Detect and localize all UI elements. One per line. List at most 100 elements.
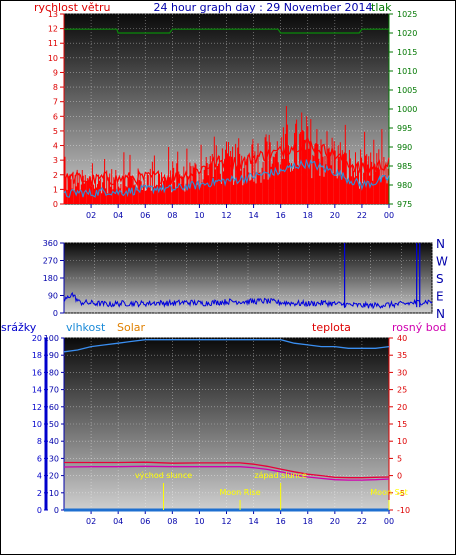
x-tick-label: 20 <box>330 517 340 526</box>
x-tick-label: 16 <box>276 517 286 526</box>
temperature-axis-title: teplota <box>312 321 351 334</box>
y-right-tick-label: 1000 <box>397 105 417 114</box>
temp-tick-label: -10 <box>397 506 410 515</box>
x-tick-label: 22 <box>357 517 367 526</box>
series-wind-direction <box>63 291 433 310</box>
series-dewpoint <box>63 465 390 481</box>
temp-tick-label: 25 <box>397 386 407 395</box>
x-tick-label: 10 <box>194 211 204 220</box>
compass-label: W <box>436 255 448 269</box>
y-tick-label: 360 <box>43 239 58 248</box>
compass-label: S <box>436 272 444 286</box>
rain-tick-label: 2 <box>37 489 42 498</box>
x-tick-label: 22 <box>357 211 367 220</box>
temp-tick-label: -5 <box>397 489 405 498</box>
rain-axis: 0 2 4 6 8 10 12 14 16 18 20 <box>32 334 48 515</box>
dewpoint-axis-title: rosný bod <box>392 321 446 334</box>
x-tick-label: 12 <box>221 211 231 220</box>
rain-tick-label: 0 <box>37 506 42 515</box>
x-tick-label: 02 <box>86 211 96 220</box>
x-tick-label: 02 <box>86 517 96 526</box>
y-tick-label: 270 <box>43 257 58 266</box>
y-right-tick-label: 1015 <box>397 48 417 57</box>
wind-gust-line <box>63 137 390 186</box>
temperature-axis: -10 -5 0 5 10 15 20 25 30 35 40 <box>388 334 410 515</box>
x-tick-label: 04 <box>113 517 123 526</box>
y-tick-label: 7 <box>53 98 58 107</box>
annotation-label: Moon Rise <box>219 488 260 497</box>
y-tick-label: 90 <box>48 292 58 301</box>
y-tick-label: 1 <box>53 185 58 194</box>
y-tick-label: 6 <box>53 112 58 121</box>
y-right-tick-label: 985 <box>397 162 412 171</box>
annotation-label: východ slunce <box>135 471 192 480</box>
humidity-tick-label: 70 <box>49 386 59 395</box>
x-tick-label: 08 <box>167 517 177 526</box>
y-right-tick-label: 990 <box>397 143 412 152</box>
temp-tick-label: 0 <box>397 472 402 481</box>
x-tick-label: 16 <box>276 211 286 220</box>
sun-moon-annotations: východ slunce západ slunce Moon Rise Moon S… <box>135 471 408 510</box>
rain-tick-label: 8 <box>37 437 42 446</box>
y-right-tick-label: 1020 <box>397 29 417 38</box>
series-wind-average <box>63 159 390 198</box>
temp-tick-label: 40 <box>397 334 407 343</box>
series-temperature <box>64 461 390 479</box>
y-tick-label: 2 <box>53 171 58 180</box>
temp-tick-label: 10 <box>397 437 407 446</box>
pressure-axis-title: tlak <box>371 1 392 14</box>
rain-tick-label: 10 <box>32 420 42 429</box>
humidity-tick-label: 10 <box>49 489 59 498</box>
x-tick-label: 12 <box>221 517 231 526</box>
series-wind-gust <box>63 106 390 204</box>
y-tick-label: 11 <box>48 39 58 48</box>
y-right-tick-label: 975 <box>397 200 412 209</box>
rain-tick-label: 6 <box>37 454 42 463</box>
humidity-tick-label: 100 <box>44 334 59 343</box>
wind-speed-axis-title: rychlost větru <box>34 1 110 14</box>
rain-axis-title: srážky <box>1 321 37 334</box>
y-tick-label: 180 <box>43 274 58 283</box>
humidity-tick-label: 80 <box>49 368 59 377</box>
temp-tick-label: 5 <box>397 454 402 463</box>
annotation-label: západ slunce <box>254 471 307 480</box>
humidity-tick-label: 60 <box>49 403 59 412</box>
humidity-tick-label: 50 <box>49 420 59 429</box>
rain-tick-label: 18 <box>32 351 42 360</box>
x-tick-label: 18 <box>303 517 313 526</box>
temp-tick-label: 35 <box>397 351 407 360</box>
y-right-tick-label: 1005 <box>397 86 417 95</box>
direction-panel-series <box>63 243 433 310</box>
x-tick-label: 14 <box>248 211 258 220</box>
compass-label: E <box>436 290 444 304</box>
humidity-axis: 0 10 20 30 40 50 60 70 80 90 100 <box>44 334 65 515</box>
wind-panel-time-axis: 02 04 06 08 10 12 14 16 18 20 22 00 <box>86 204 394 220</box>
y-tick-label: 3 <box>53 156 58 165</box>
x-tick-label: 00 <box>384 517 394 526</box>
x-tick-label: 10 <box>194 517 204 526</box>
x-tick-label: 08 <box>167 211 177 220</box>
x-tick-label: 14 <box>248 517 258 526</box>
y-tick-label: 0 <box>53 309 58 318</box>
rain-tick-label: 4 <box>37 472 42 481</box>
rain-tick-label: 14 <box>32 386 42 395</box>
x-tick-label: 06 <box>140 517 150 526</box>
x-tick-label: 18 <box>303 211 313 220</box>
humidity-tick-label: 90 <box>49 351 59 360</box>
humidity-tick-label: 30 <box>49 454 59 463</box>
y-tick-label: 5 <box>53 127 58 136</box>
y-right-tick-label: 995 <box>397 124 412 133</box>
y-tick-label: 0 <box>53 200 58 209</box>
y-tick-label: 9 <box>53 68 58 77</box>
y-tick-label: 8 <box>53 83 58 92</box>
y-tick-label: 13 <box>48 10 58 19</box>
direction-panel-grid <box>64 242 433 314</box>
pressure-axis: 975 980 985 990 995 1000 1005 1010 1015 1020 1025 <box>388 10 417 209</box>
climate-panel-time-axis: 02 04 06 08 10 12 14 16 18 20 22 00 <box>86 510 394 526</box>
series-pressure <box>64 28 389 34</box>
solar-axis-title: Solar <box>117 321 146 334</box>
x-tick-label: 00 <box>384 211 394 220</box>
y-tick-label: 4 <box>53 142 58 151</box>
